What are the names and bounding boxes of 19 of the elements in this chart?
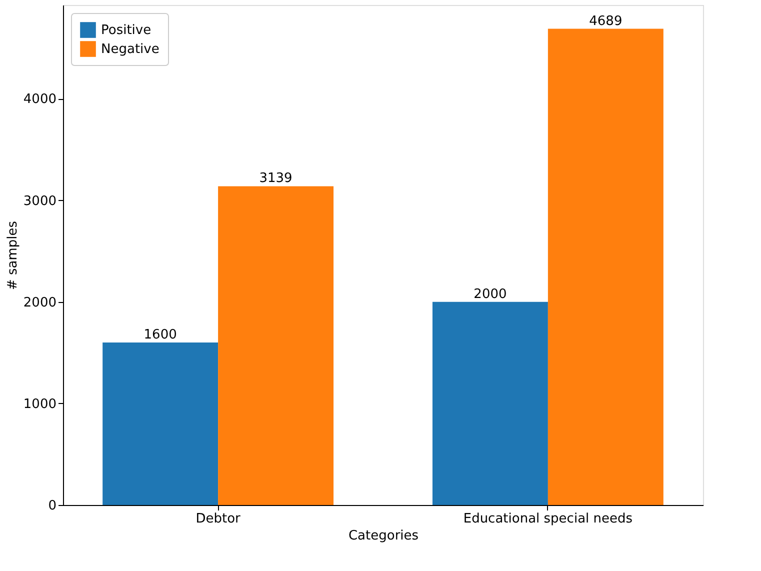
y-axis-title: # samples (5, 220, 20, 290)
data-label: 4689 (589, 14, 622, 29)
y-tick-label: 3000 (23, 194, 56, 209)
x-tick-label: Educational special needs (463, 512, 633, 526)
bar (432, 302, 548, 505)
y-tick-label: 1000 (23, 396, 56, 412)
data-label: 1600 (144, 327, 177, 342)
y-tick-label: 2000 (23, 295, 56, 310)
bar (548, 28, 664, 505)
y-tick-label: 0 (48, 498, 56, 514)
bar (102, 342, 218, 505)
x-axis-title: Categories (348, 528, 419, 544)
data-label: 3139 (259, 171, 292, 186)
bar (218, 186, 334, 505)
x-tick-label: Debtor (196, 512, 242, 526)
legend-label: Negative (101, 42, 160, 57)
legend-label: Positive (101, 23, 152, 38)
data-label: 2000 (474, 286, 507, 302)
y-tick-label: 4000 (23, 92, 56, 108)
